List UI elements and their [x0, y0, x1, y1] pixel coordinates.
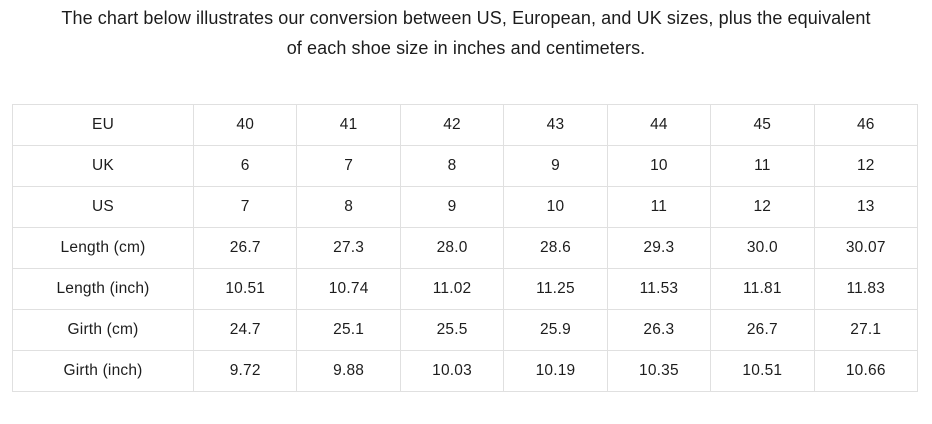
row-label: Length (inch): [12, 268, 194, 310]
value-cell: 26.7: [192, 227, 298, 269]
value-cell: 28.6: [503, 227, 608, 269]
value-cell: 10.51: [710, 350, 815, 392]
value-cell: 26.7: [710, 309, 815, 351]
row-label: Girth (cm): [12, 309, 194, 351]
intro-heading: The chart below illustrates our conversi…: [0, 3, 932, 63]
value-cell: 11.02: [399, 268, 505, 310]
value-cell: 13: [813, 186, 919, 228]
value-cell: 30.0: [710, 227, 815, 269]
value-cell: 10: [503, 186, 608, 228]
value-cell: 7: [192, 186, 298, 228]
value-cell: 26.3: [606, 309, 712, 351]
value-cell: 12: [710, 186, 815, 228]
value-cell: 24.7: [192, 309, 298, 351]
value-cell: 7: [296, 145, 401, 187]
value-cell: 8: [296, 186, 401, 228]
value-cell: 11.25: [503, 268, 608, 310]
intro-heading-line-1: The chart below illustrates our conversi…: [61, 8, 871, 28]
row-label: UK: [12, 145, 194, 187]
value-cell: 43: [503, 104, 608, 146]
value-cell: 11.53: [606, 268, 712, 310]
table-row: US 7 8 9 10 11 12 13: [12, 186, 919, 228]
value-cell: 30.07: [813, 227, 919, 269]
value-cell: 44: [606, 104, 712, 146]
value-cell: 11.83: [813, 268, 919, 310]
value-cell: 10.51: [192, 268, 298, 310]
value-cell: 9.72: [192, 350, 298, 392]
value-cell: 8: [399, 145, 505, 187]
value-cell: 10.66: [813, 350, 919, 392]
value-cell: 9.88: [296, 350, 401, 392]
table-row: Length (cm) 26.7 27.3 28.0 28.6 29.3 30.0 30.07: [12, 227, 919, 269]
value-cell: 10.74: [296, 268, 401, 310]
table-row: Girth (cm) 24.7 25.1 25.5 25.9 26.3 26.7 27.1: [12, 309, 919, 351]
size-conversion-table: EU 40 41 42 43 44 45 46 UK 6 7 8 9 10 11 12 US 7 8 9 10 11 12 1…: [12, 104, 919, 392]
row-label: Length (cm): [12, 227, 194, 269]
row-label: US: [12, 186, 194, 228]
value-cell: 46: [813, 104, 919, 146]
value-cell: 42: [399, 104, 505, 146]
value-cell: 29.3: [606, 227, 712, 269]
value-cell: 6: [192, 145, 298, 187]
value-cell: 45: [710, 104, 815, 146]
value-cell: 27.1: [813, 309, 919, 351]
value-cell: 11: [710, 145, 815, 187]
value-cell: 25.9: [503, 309, 608, 351]
value-cell: 25.5: [399, 309, 505, 351]
intro-heading-line-2: of each shoe size in inches and centimet…: [286, 38, 646, 58]
value-cell: 28.0: [399, 227, 505, 269]
value-cell: 10.03: [399, 350, 505, 392]
table-row: Girth (inch) 9.72 9.88 10.03 10.19 10.35 10.51…: [12, 350, 919, 392]
value-cell: 40: [192, 104, 298, 146]
size-table-body: EU 40 41 42 43 44 45 46 UK 6 7 8 9 10 11 12 US 7 8 9 10 11 12 1…: [12, 104, 919, 392]
value-cell: 9: [399, 186, 505, 228]
value-cell: 11.81: [710, 268, 815, 310]
table-row: EU 40 41 42 43 44 45 46: [12, 104, 919, 146]
value-cell: 27.3: [296, 227, 401, 269]
row-label: EU: [12, 104, 194, 146]
value-cell: 10: [606, 145, 712, 187]
value-cell: 25.1: [296, 309, 401, 351]
row-label: Girth (inch): [12, 350, 194, 392]
table-row: UK 6 7 8 9 10 11 12: [12, 145, 919, 187]
value-cell: 9: [503, 145, 608, 187]
value-cell: 10.35: [606, 350, 712, 392]
value-cell: 11: [606, 186, 712, 228]
value-cell: 41: [296, 104, 401, 146]
value-cell: 10.19: [503, 350, 608, 392]
table-row: Length (inch) 10.51 10.74 11.02 11.25 11.53 11…: [12, 268, 919, 310]
value-cell: 12: [813, 145, 919, 187]
